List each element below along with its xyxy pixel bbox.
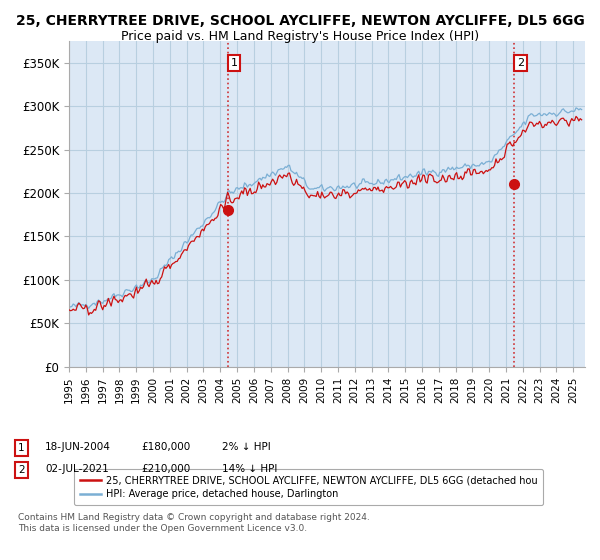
Text: 14% ↓ HPI: 14% ↓ HPI	[222, 464, 277, 474]
Text: 2: 2	[517, 58, 524, 68]
Legend: 25, CHERRYTREE DRIVE, SCHOOL AYCLIFFE, NEWTON AYCLIFFE, DL5 6GG (detached hou, H: 25, CHERRYTREE DRIVE, SCHOOL AYCLIFFE, N…	[74, 469, 544, 505]
Text: This data is licensed under the Open Government Licence v3.0.: This data is licensed under the Open Gov…	[18, 524, 307, 533]
Text: Contains HM Land Registry data © Crown copyright and database right 2024.: Contains HM Land Registry data © Crown c…	[18, 513, 370, 522]
Text: 2: 2	[18, 465, 25, 475]
Text: 25, CHERRYTREE DRIVE, SCHOOL AYCLIFFE, NEWTON AYCLIFFE, DL5 6GG: 25, CHERRYTREE DRIVE, SCHOOL AYCLIFFE, N…	[16, 14, 584, 28]
Text: 02-JUL-2021: 02-JUL-2021	[45, 464, 109, 474]
Text: £210,000: £210,000	[141, 464, 190, 474]
Text: 18-JUN-2004: 18-JUN-2004	[45, 442, 111, 452]
Text: Price paid vs. HM Land Registry's House Price Index (HPI): Price paid vs. HM Land Registry's House …	[121, 30, 479, 43]
Text: 1: 1	[230, 58, 238, 68]
Text: 2% ↓ HPI: 2% ↓ HPI	[222, 442, 271, 452]
Text: 1: 1	[18, 443, 25, 453]
Text: £180,000: £180,000	[141, 442, 190, 452]
